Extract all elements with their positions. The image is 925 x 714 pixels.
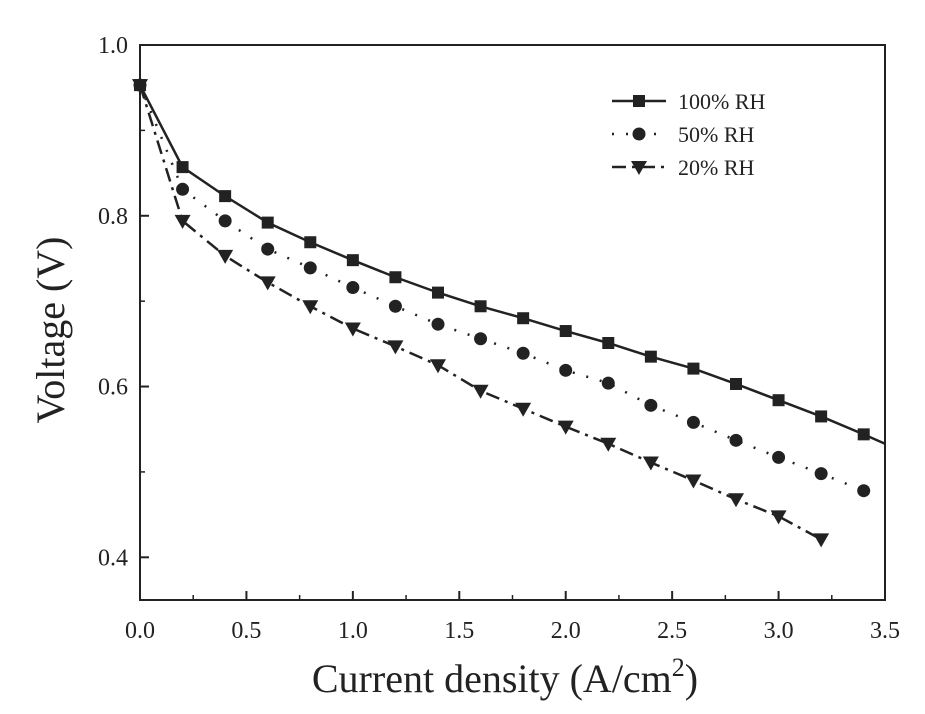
legend-label: 50% RH <box>678 122 755 147</box>
data-point <box>259 276 276 291</box>
data-point <box>644 350 657 363</box>
data-point <box>431 317 445 331</box>
data-point <box>218 214 232 228</box>
data-point <box>474 332 488 346</box>
y-tick-label: 0.8 <box>98 204 128 230</box>
series-line <box>138 84 886 445</box>
data-point <box>644 398 658 412</box>
data-point <box>261 216 274 229</box>
x-tick-label: 3.5 <box>870 618 900 644</box>
data-point <box>770 510 787 525</box>
data-point <box>389 271 402 284</box>
data-point <box>516 346 530 360</box>
y-tick-label: 1.0 <box>98 33 128 59</box>
x-tick-label: 1.5 <box>444 618 474 644</box>
data-point <box>687 362 700 375</box>
x-tick-label: 0.0 <box>125 618 155 644</box>
series-2 <box>133 78 871 498</box>
data-point <box>344 322 361 337</box>
y-axis-label: Voltage (V) <box>28 237 73 424</box>
data-point <box>132 79 148 94</box>
data-point <box>814 467 828 481</box>
legend-entry: 20% RH <box>612 155 755 180</box>
data-point <box>174 214 191 229</box>
data-point <box>601 376 615 390</box>
legend-label: 20% RH <box>678 155 755 180</box>
data-point <box>432 286 444 299</box>
x-axis-label: Current density (A/cm2) <box>312 653 698 701</box>
data-point <box>387 340 404 355</box>
series-line <box>138 84 865 492</box>
data-point <box>515 402 532 417</box>
data-point <box>388 299 402 313</box>
data-point <box>302 300 319 315</box>
data-point <box>217 249 234 264</box>
data-point <box>685 474 702 489</box>
data-point <box>857 428 870 441</box>
axis-ticks: 0.0 0.5 1.0 1.5 2.0 2.5 3.0 3.5 0.4 0.6 0.8 1.0 <box>98 33 900 644</box>
series-3 <box>132 79 830 548</box>
data-point <box>730 377 742 390</box>
y-tick-label: 0.6 <box>98 375 128 401</box>
x-axis-label-superscript: 2 <box>672 653 685 682</box>
data-point <box>559 325 572 338</box>
x-tick-label: 3.0 <box>764 618 794 644</box>
data-point <box>642 456 659 471</box>
legend-entry: 50% RH <box>612 122 755 147</box>
data-point <box>557 420 574 435</box>
series-1 <box>134 79 886 445</box>
data-point <box>813 533 830 548</box>
legend-marker <box>631 161 647 175</box>
data-point <box>772 450 786 464</box>
data-point <box>559 363 573 377</box>
x-tick-label: 0.5 <box>231 618 261 644</box>
legend-label: 100% RH <box>678 89 766 114</box>
legend-marker <box>632 127 646 141</box>
data-point <box>304 236 317 249</box>
data-point <box>772 394 785 407</box>
data-point <box>472 384 489 399</box>
data-point <box>430 359 446 374</box>
x-axis-label-main: Current density (A/cm <box>312 656 672 701</box>
data-point <box>686 415 700 429</box>
data-point <box>517 312 530 325</box>
data-point <box>346 280 360 294</box>
data-point <box>303 261 317 275</box>
legend: 100% RH 50% RH 20% RH <box>612 89 766 180</box>
data-point <box>176 182 190 196</box>
series-layer <box>132 78 886 548</box>
data-point <box>728 493 744 508</box>
data-point <box>346 254 359 267</box>
legend-marker <box>633 95 645 107</box>
x-tick-label: 2.0 <box>551 618 581 644</box>
legend-entry: 100% RH <box>612 89 766 114</box>
data-point <box>857 484 871 498</box>
x-tick-label: 1.0 <box>338 618 368 644</box>
data-point <box>219 190 232 203</box>
x-tick-label: 2.5 <box>657 618 687 644</box>
y-tick-label: 0.4 <box>98 545 128 571</box>
data-point <box>261 242 275 256</box>
data-point <box>729 433 743 447</box>
data-point <box>474 300 487 313</box>
x-axis-label-suffix: ) <box>685 656 698 701</box>
data-point <box>602 336 615 349</box>
data-point <box>815 410 828 423</box>
data-point <box>176 161 189 174</box>
plot-frame <box>139 44 886 601</box>
data-point <box>600 437 617 452</box>
